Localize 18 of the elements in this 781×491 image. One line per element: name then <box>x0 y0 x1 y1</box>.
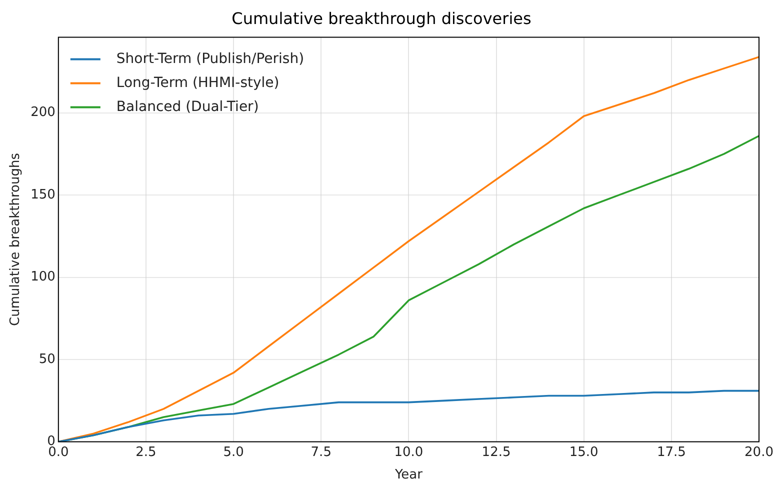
y-tick-label: 100 <box>30 270 56 285</box>
chart-title: Cumulative breakthrough discoveries <box>232 8 532 28</box>
x-tick-label: 17.5 <box>656 444 686 460</box>
x-tick-label: 20.0 <box>744 444 774 460</box>
x-axis-title: Year <box>394 468 424 483</box>
y-tick-label: 150 <box>30 187 56 202</box>
y-tick-label: 50 <box>38 352 56 367</box>
x-tick-label: 5.0 <box>223 444 244 460</box>
legend-label: Balanced (Dual-Tier) <box>116 98 259 115</box>
x-tick-label: 10.0 <box>394 444 424 460</box>
y-axis-title: Cumulative breakthroughs <box>8 152 24 326</box>
legend-label: Long-Term (HHMI-style) <box>116 74 280 91</box>
x-tick-label: 15.0 <box>569 444 598 460</box>
x-tick-label: 7.5 <box>310 444 332 460</box>
y-tick-label: 200 <box>30 105 56 120</box>
x-tick-label: 2.5 <box>136 444 156 460</box>
legend-label: Short-Term (Publish/Perish) <box>116 50 304 67</box>
x-tick-label: 12.5 <box>482 444 511 460</box>
